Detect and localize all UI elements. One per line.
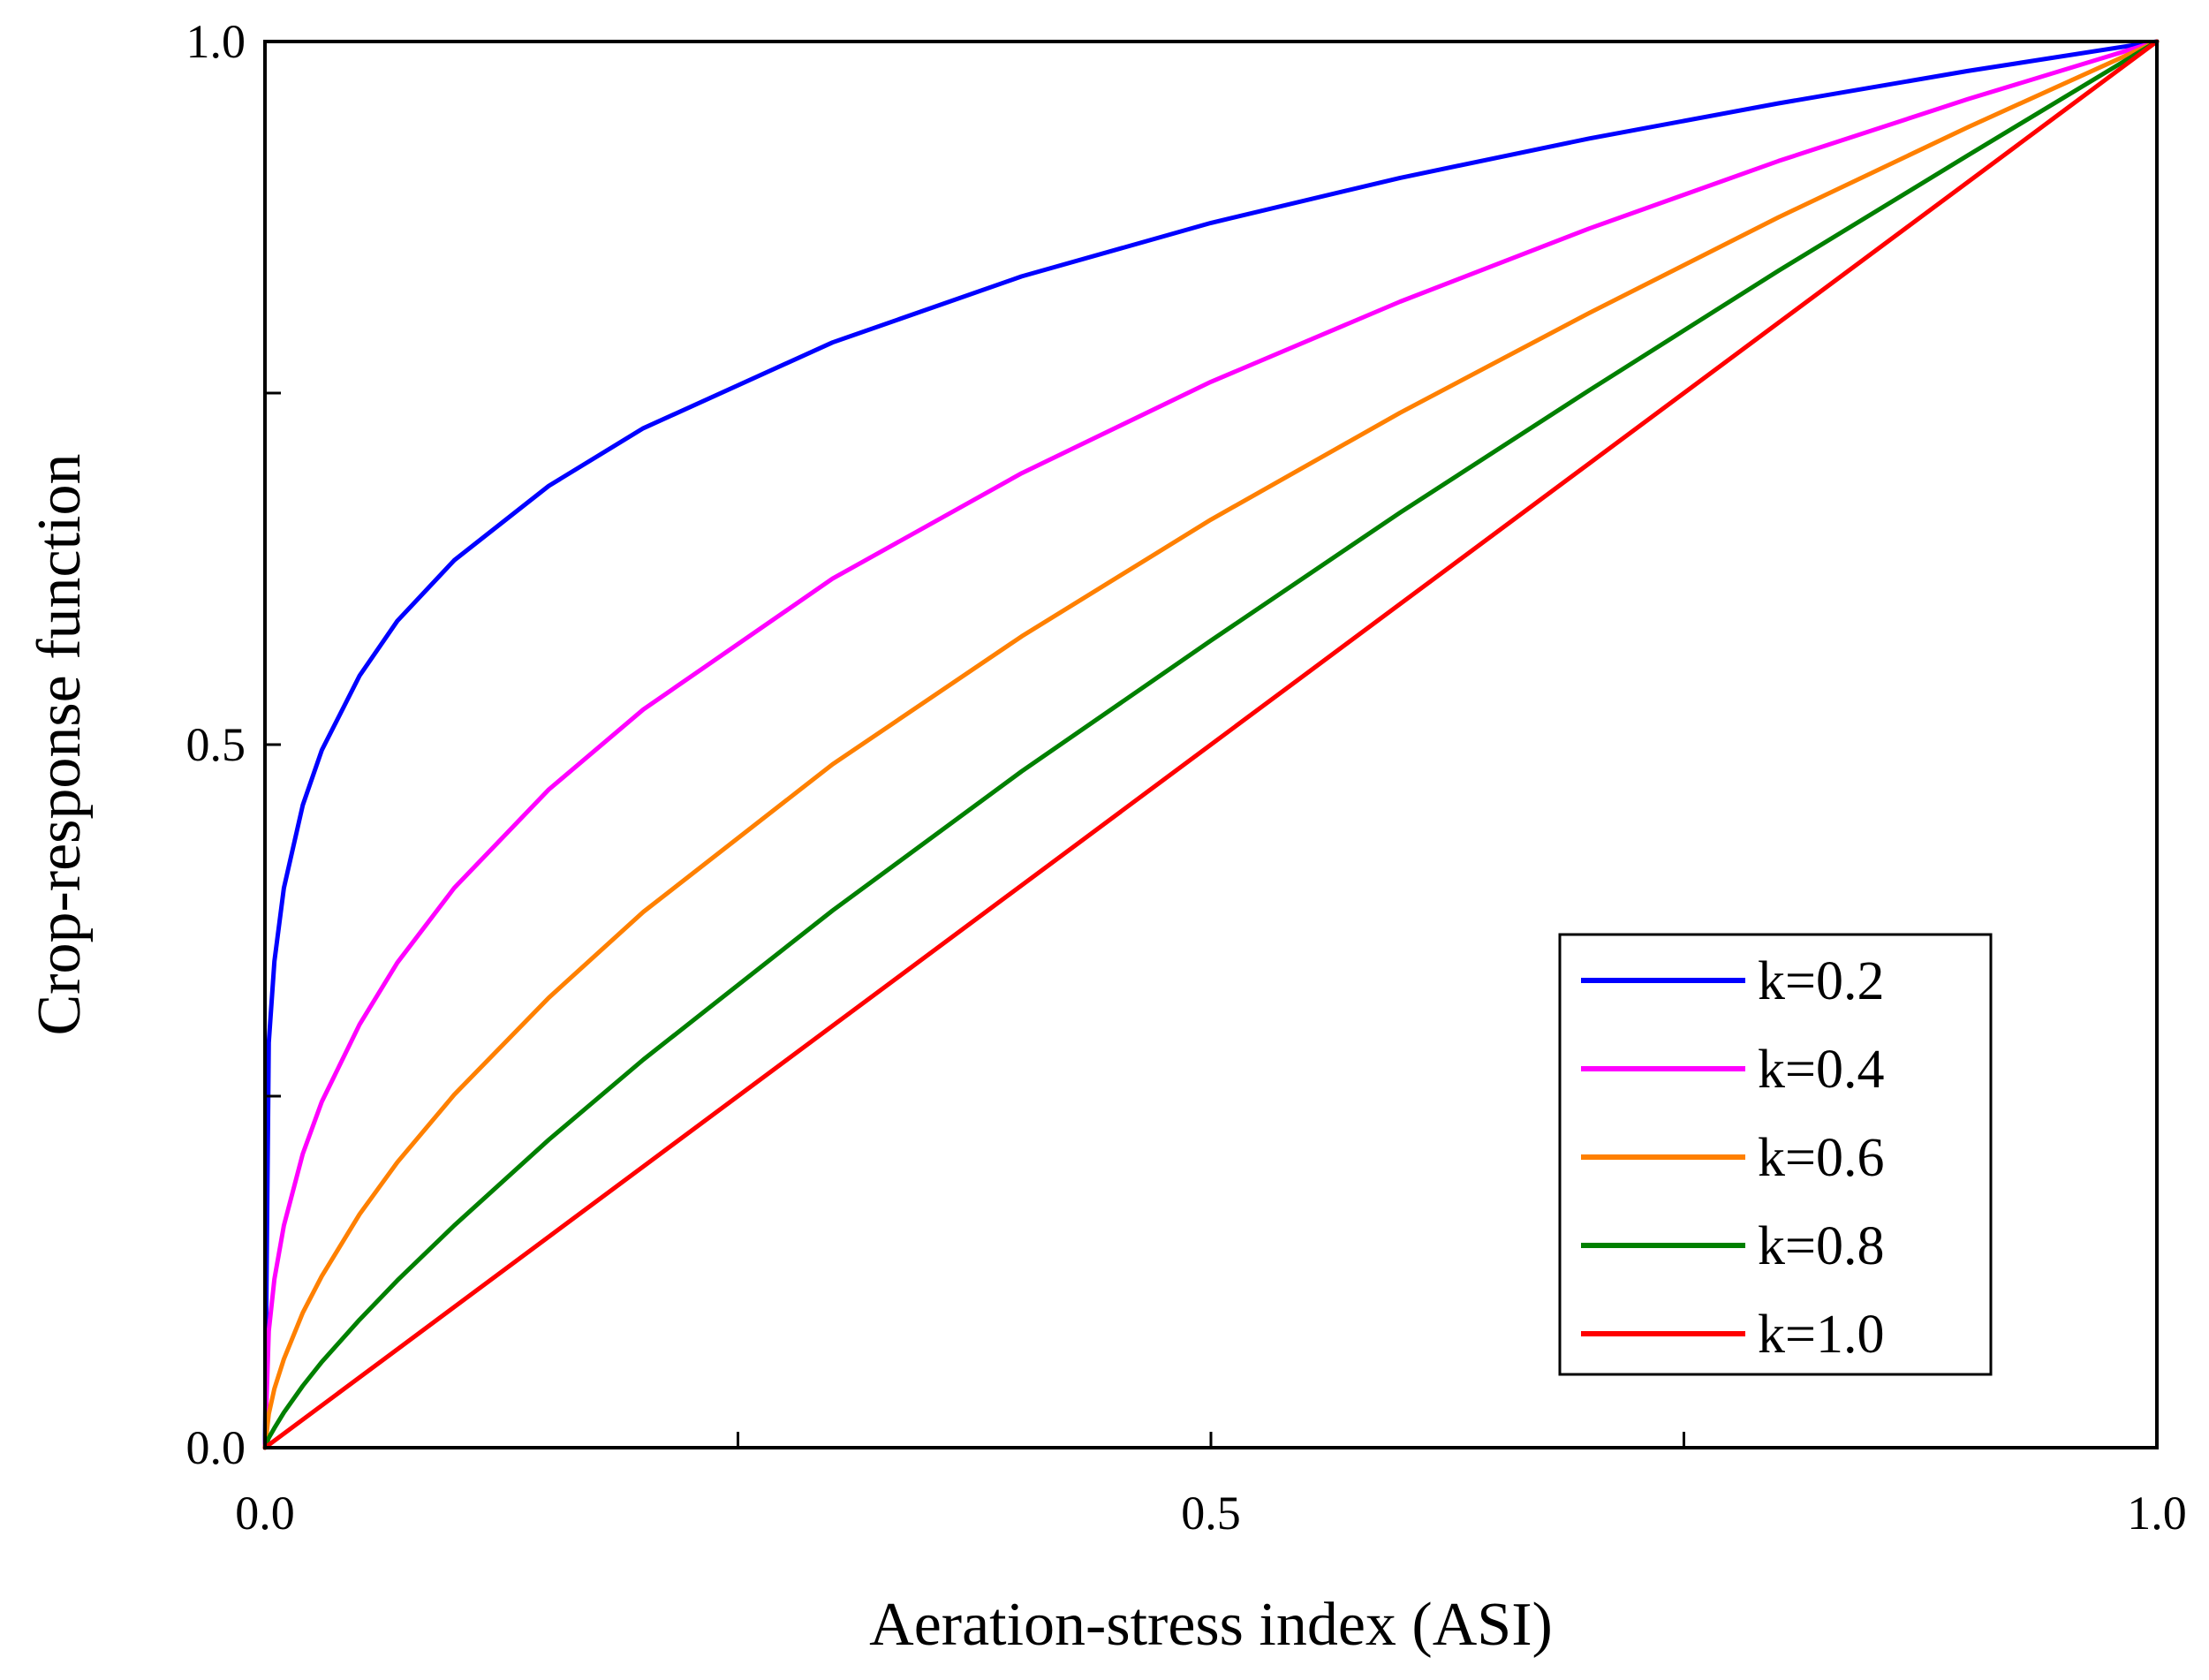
legend-label: k=0.2 (1758, 951, 1884, 1011)
x-axis: 0.0 0.5 1.0 (235, 1432, 2187, 1540)
x-tick-label: 0.0 (235, 1487, 295, 1540)
legend-label: k=1.0 (1758, 1305, 1884, 1365)
x-tick-label: 1.0 (2127, 1487, 2187, 1540)
series-line-k04 (262, 39, 2160, 1450)
series-line-k10 (262, 39, 2160, 1450)
x-axis-title: Aeration-stress index (ASI) (869, 1591, 1553, 1659)
legend: k=0.2 k=0.4 k=0.6 k=0.8 k=1.0 (1558, 933, 1993, 1376)
y-axis-title: Crop-response function (26, 453, 94, 1035)
legend-label: k=0.4 (1758, 1040, 1884, 1100)
y-axis: 0.0 0.5 1.0 (186, 15, 281, 1474)
series-line-k08 (262, 39, 2160, 1450)
legend-items: k=0.2 k=0.4 k=0.6 k=0.8 k=1.0 (1581, 951, 1884, 1365)
legend-label: k=0.8 (1758, 1216, 1884, 1276)
y-tick-label: 0.0 (186, 1421, 246, 1474)
legend-label: k=0.6 (1758, 1128, 1884, 1188)
y-tick-label: 1.0 (186, 15, 246, 68)
series-line-k06 (262, 39, 2160, 1450)
x-tick-label: 0.5 (1181, 1487, 1241, 1540)
series-layer (262, 39, 2160, 1450)
series-line-k02 (262, 39, 2160, 1450)
y-tick-label: 0.5 (186, 718, 246, 771)
